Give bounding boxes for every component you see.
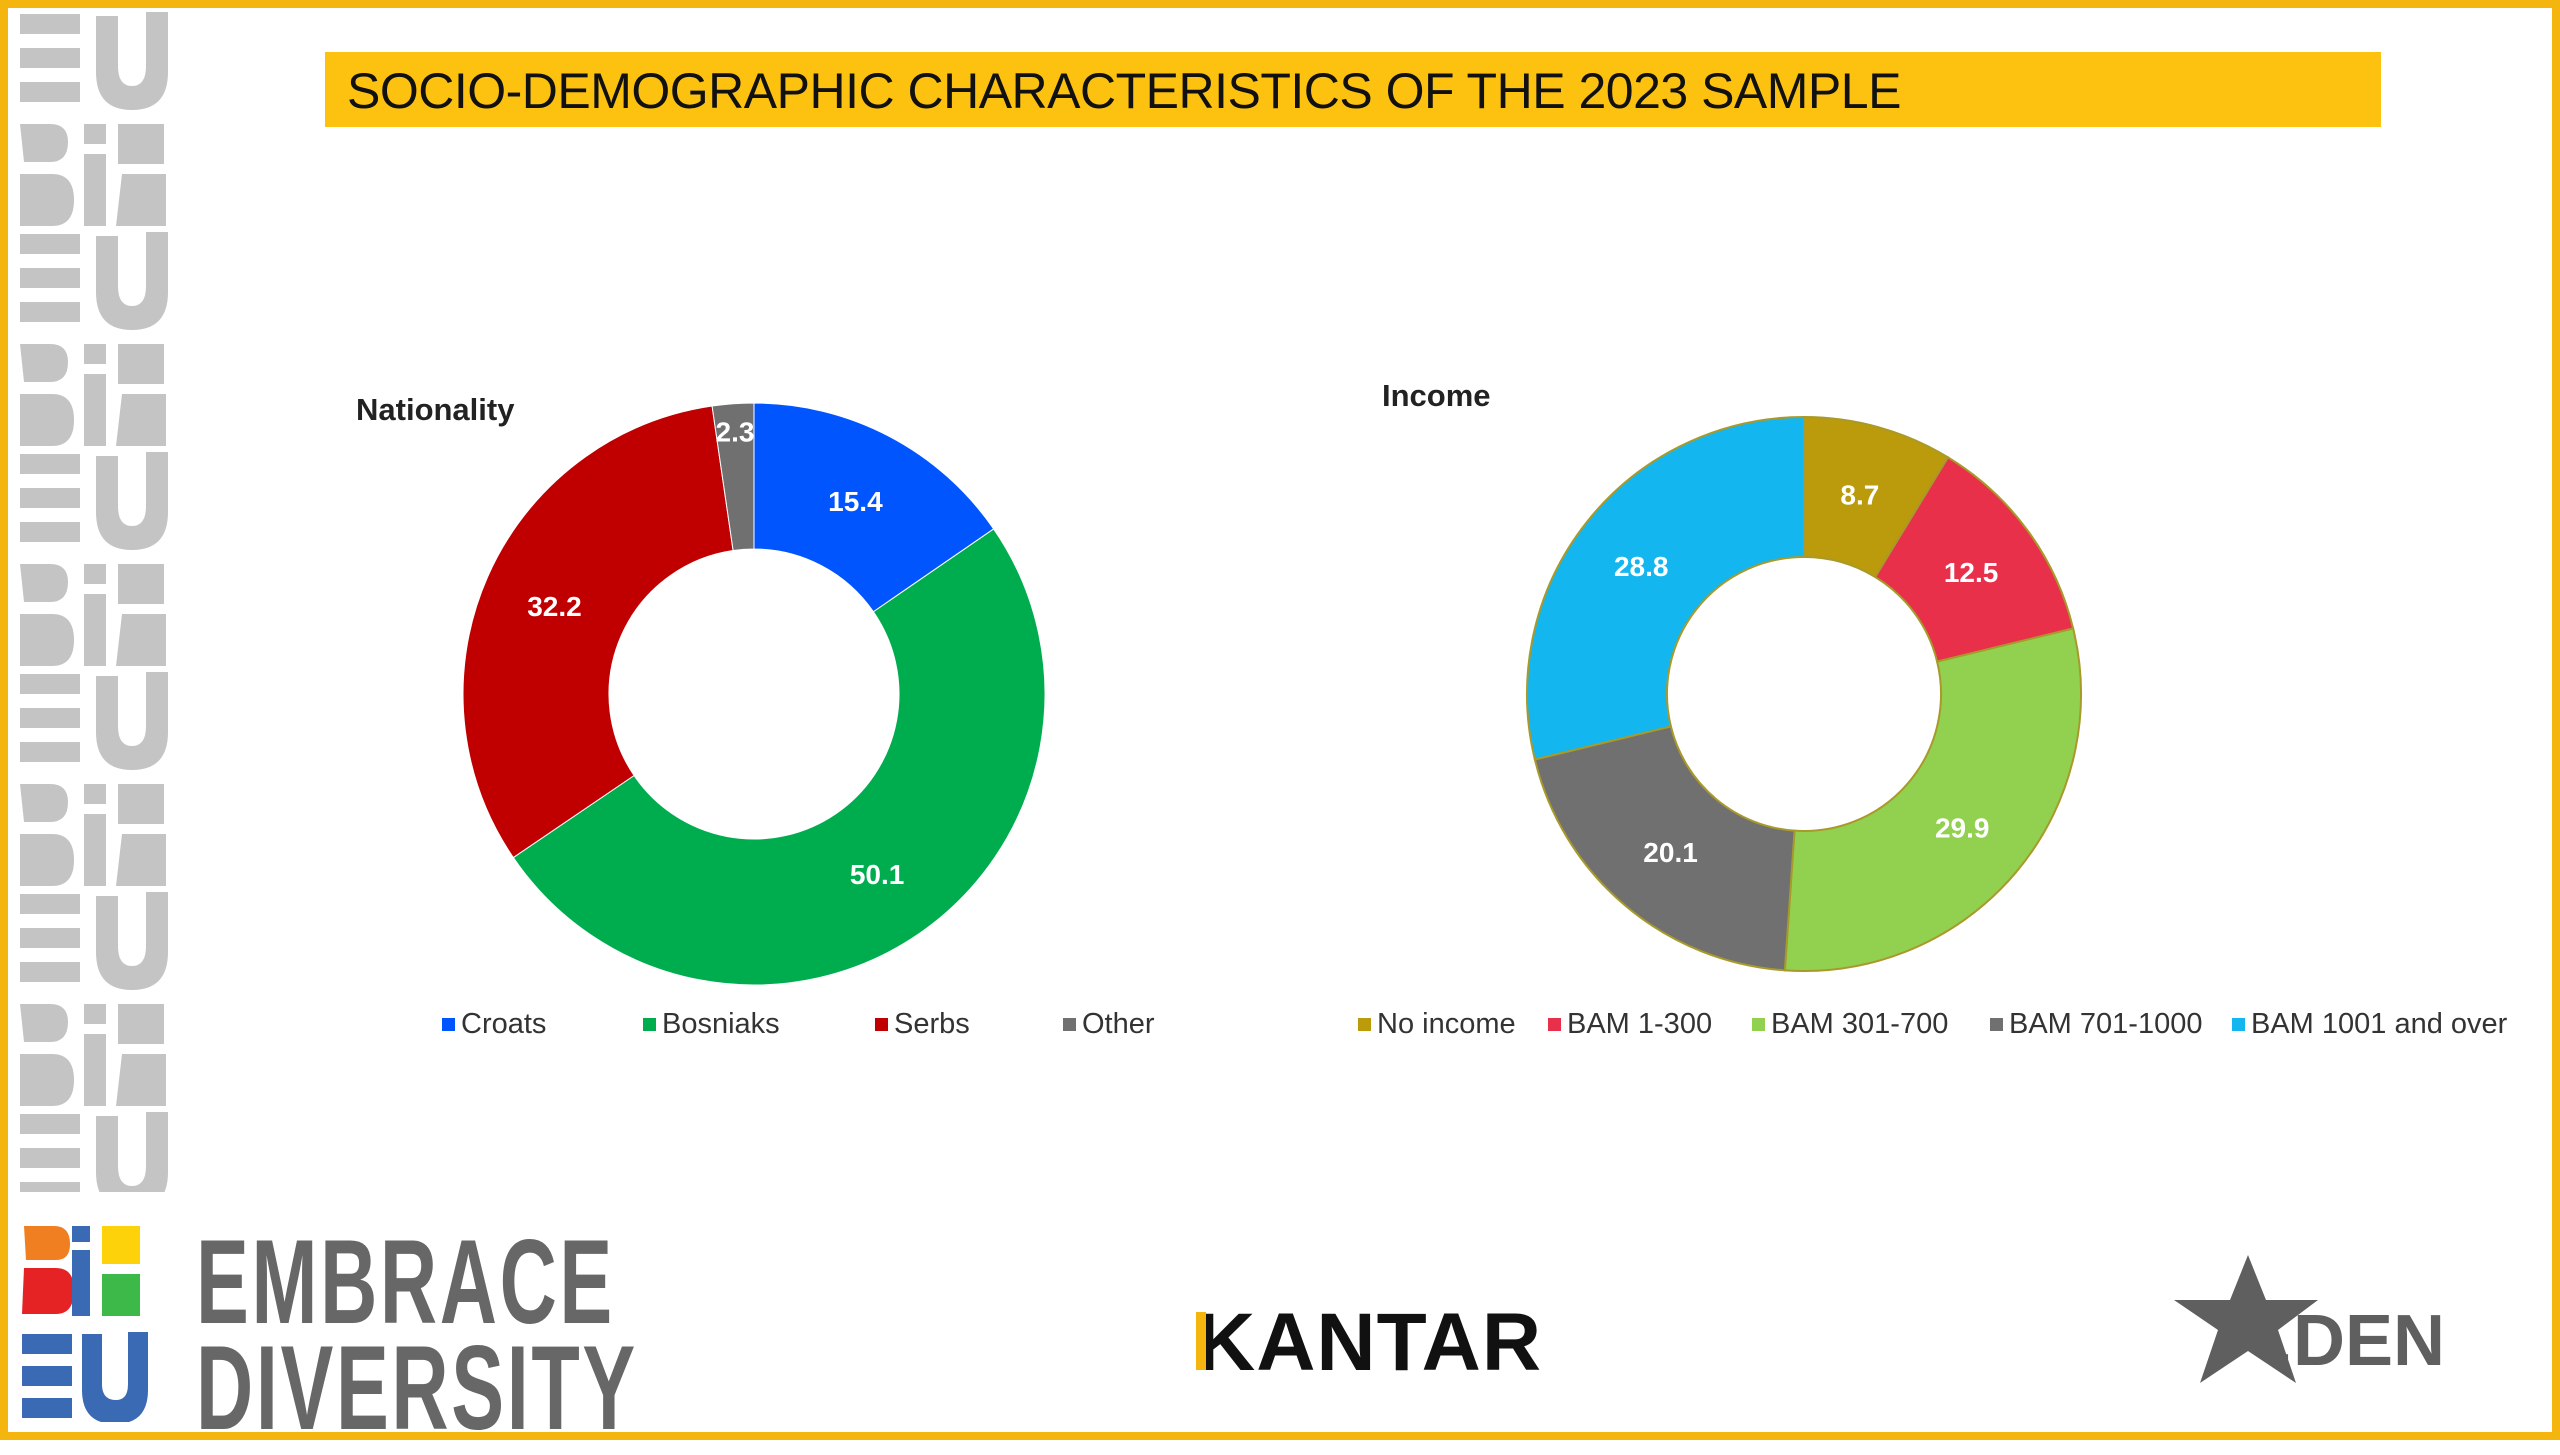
nationality-chart-title: Nationality	[356, 392, 515, 427]
slice-serbs	[462, 405, 734, 859]
slice-bosniaks	[512, 528, 1046, 986]
legend-swatch	[2232, 1018, 2245, 1031]
data-label-bam-301-700: 29.9	[1935, 812, 1990, 843]
legend-label: Bosniaks	[662, 1008, 780, 1040]
diversity-text: DIVERSITY	[196, 1321, 638, 1455]
kantar-logo: KANTAR	[1196, 1297, 1543, 1388]
legend-label: BAM 1001 and over	[2251, 1008, 2508, 1040]
data-label-bosniaks: 50.1	[850, 859, 905, 890]
page-title: SOCIO-DEMOGRAPHIC CHARACTERISTICS OF THE…	[347, 63, 1901, 119]
legend-swatch	[1358, 1018, 1371, 1031]
legend-item-bam-301-700: BAM 301-700	[1752, 1008, 1948, 1041]
legend-item-bosniaks: Bosniaks	[643, 1008, 780, 1041]
slice-other	[711, 402, 755, 552]
slice-croats	[753, 402, 995, 613]
income-chart-title: Income	[1382, 378, 1491, 413]
legend-item-bam-1-300: BAM 1-300	[1548, 1008, 1712, 1041]
legend-item-bam-1001-and-over: BAM 1001 and over	[2232, 1008, 2507, 1041]
legend-label: BAM 301-700	[1771, 1008, 1949, 1040]
data-label-croats: 15.4	[828, 486, 883, 517]
kantar-logo-accent	[1196, 1312, 1206, 1370]
embrace-text: EMBRACE	[196, 1215, 615, 1349]
data-label-no-income: 8.7	[1840, 480, 1879, 511]
data-label-bam-701-1000: 20.1	[1643, 837, 1698, 868]
data-label-bam-1-300: 12.5	[1944, 557, 1999, 588]
legend-swatch	[442, 1018, 455, 1031]
iden-logo-text: .DEN	[2273, 1301, 2445, 1381]
legend-item-other: Other	[1063, 1008, 1155, 1041]
legend-label: Other	[1082, 1008, 1155, 1040]
legend-swatch	[1990, 1018, 2003, 1031]
legend-item-croats: Croats	[442, 1008, 546, 1041]
title-banner: SOCIO-DEMOGRAPHIC CHARACTERISTICS OF THE…	[325, 52, 2381, 127]
legend-label: BAM 1-300	[1567, 1008, 1713, 1040]
bih-eu-color-logo-icon	[22, 1226, 148, 1422]
legend-swatch	[1752, 1018, 1765, 1031]
data-label-bam-1001-and-over: 28.8	[1614, 551, 1669, 582]
data-label-other: 2.3	[716, 417, 755, 448]
data-label-serbs: 32.2	[527, 591, 582, 622]
slice-bam-701-1000	[1533, 725, 1796, 972]
eu-bih-pattern-strip	[14, 12, 184, 1192]
legend-item-bam-701-1000: BAM 701-1000	[1990, 1008, 2202, 1041]
legend-item-no-income: No income	[1358, 1008, 1516, 1041]
legend-item-serbs: Serbs	[875, 1008, 970, 1041]
iden-logo: .DEN	[2174, 1255, 2445, 1383]
legend-swatch	[875, 1018, 888, 1031]
legend-swatch	[1548, 1018, 1561, 1031]
legend-label: BAM 701-1000	[2009, 1008, 2203, 1040]
legend-label: No income	[1377, 1008, 1516, 1040]
legend-swatch	[643, 1018, 656, 1031]
legend-label: Serbs	[894, 1008, 970, 1040]
slice-bam-1001-and-over	[1526, 415, 1805, 761]
legend-swatch	[1063, 1018, 1076, 1031]
legend-label: Croats	[461, 1008, 547, 1040]
slice-bam-301-700	[1783, 627, 2082, 972]
